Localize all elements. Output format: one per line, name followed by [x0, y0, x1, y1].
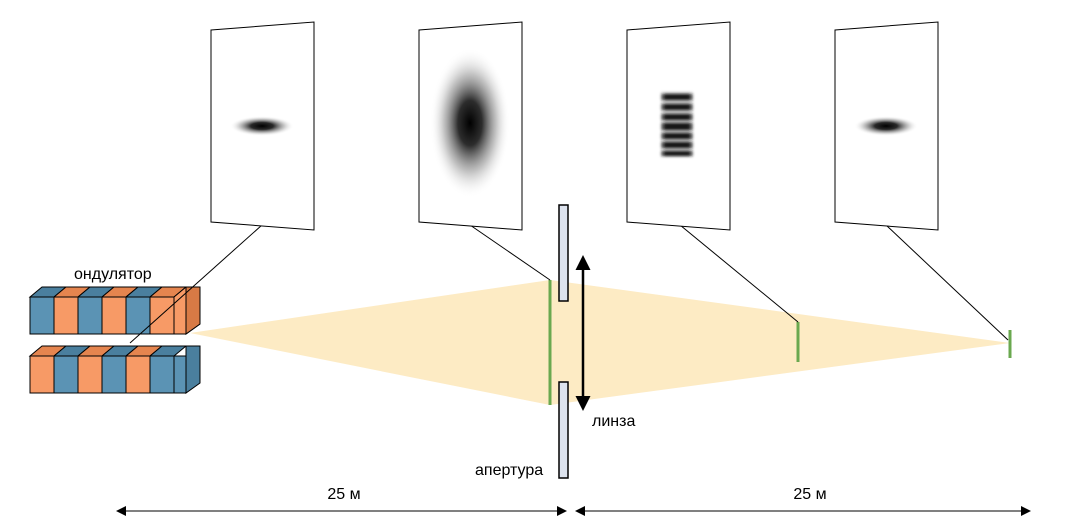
- small-horizontal-spot: [230, 116, 294, 136]
- aperture-plate-bottom: [558, 381, 569, 479]
- magnet-block: [100, 286, 140, 335]
- magnet-block: [148, 345, 201, 394]
- magnet-block: [76, 345, 116, 394]
- lens-label: линза: [592, 413, 635, 430]
- undulator-bottom-row: [28, 345, 201, 394]
- connector-line-1: [129, 224, 263, 344]
- aperture-diffraction-pattern: [661, 92, 693, 157]
- distance-right-label: 25 м: [793, 486, 826, 503]
- aperture-label: апертура: [475, 462, 543, 479]
- image-panel-4: [834, 21, 939, 231]
- undulator-label: ондулятор: [74, 266, 152, 283]
- connector-line-4: [885, 224, 1009, 341]
- connector-line-3: [679, 224, 799, 323]
- undulator-top-row: [28, 286, 201, 335]
- beam-diverging: [190, 280, 550, 405]
- magnet-block: [28, 286, 68, 335]
- magnet-block: [28, 345, 68, 394]
- distance-left-label: 25 м: [327, 486, 360, 503]
- magnet-block: [148, 286, 201, 335]
- connector-line-2: [469, 224, 551, 281]
- large-diffuse-vertical-spot: [430, 48, 510, 198]
- image-panel-3: [626, 21, 731, 231]
- image-panel-1: [210, 21, 315, 231]
- image-panel-2: [418, 21, 523, 231]
- aperture-plate-top: [558, 204, 569, 302]
- magnet-block: [100, 345, 140, 394]
- refocused-small-spot: [854, 116, 918, 136]
- beam-converging: [550, 280, 1010, 405]
